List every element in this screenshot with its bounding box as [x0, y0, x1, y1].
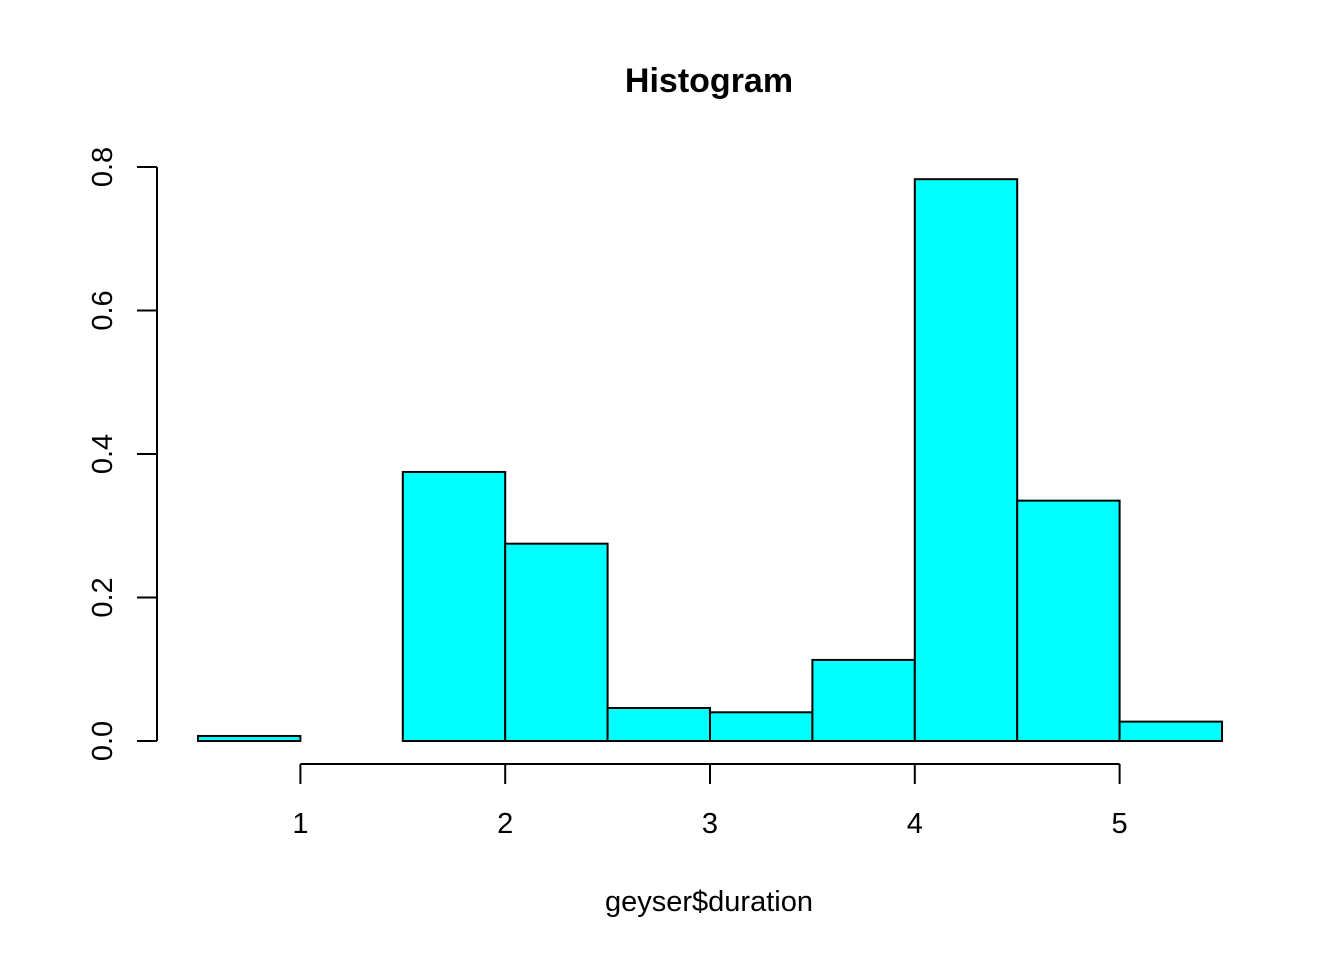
- y-tick-label: 0.0: [87, 721, 119, 761]
- y-tick-label: 0.2: [87, 577, 119, 617]
- x-tick-label: 5: [1112, 808, 1128, 840]
- x-axis: 1 2 3 4 5: [292, 763, 1128, 840]
- histogram-bar: [1016, 499, 1121, 743]
- bars-group: [197, 178, 1223, 743]
- x-tick-label: 2: [497, 808, 513, 840]
- histogram-bar: [1118, 720, 1223, 743]
- x-tick-label: 4: [907, 808, 923, 840]
- y-axis: 0.0 0.2 0.4 0.6 0.8: [87, 147, 158, 761]
- x-tick-label: 1: [292, 808, 308, 840]
- histogram-bar: [504, 542, 609, 742]
- y-tick-label: 0.6: [87, 290, 119, 330]
- x-tick-label: 3: [702, 808, 718, 840]
- histogram-bar: [401, 470, 507, 742]
- y-tick-label: 0.8: [87, 147, 119, 187]
- chart-title: Histogram: [625, 62, 793, 100]
- histogram-bar: [709, 711, 814, 742]
- histogram-bar: [606, 706, 711, 742]
- x-axis-label: geyser$duration: [605, 886, 813, 918]
- histogram-bar: [197, 734, 302, 742]
- histogram-bar: [913, 178, 1019, 742]
- histogram-bar: [811, 658, 916, 742]
- y-tick-label: 0.4: [87, 434, 119, 474]
